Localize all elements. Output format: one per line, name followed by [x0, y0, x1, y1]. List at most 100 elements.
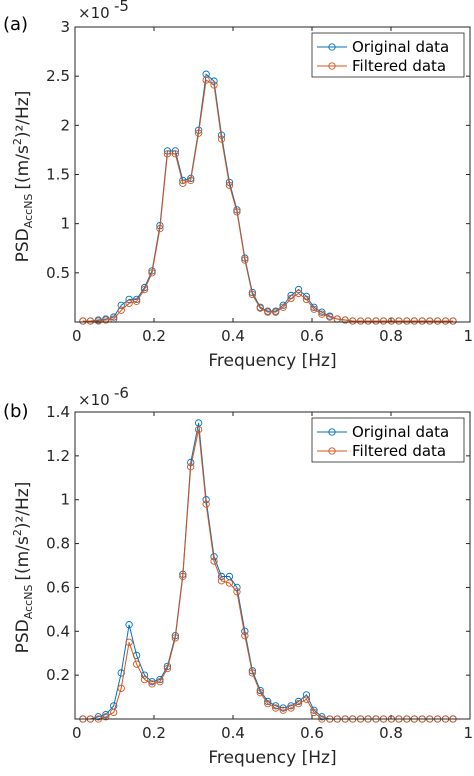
- data-point: [248, 290, 257, 299]
- data-point: [187, 463, 195, 471]
- data-point: [426, 317, 434, 325]
- data-point: [125, 621, 133, 629]
- data-point: [279, 301, 287, 309]
- data-point: [326, 313, 334, 321]
- data-point: [117, 684, 125, 692]
- y-tick-label: 1.5: [46, 166, 70, 184]
- chart-panel-a: 0 0.2 0.4 0.6 0.8 1 0.5 1 1.5 2 2.5 3 ×10 -5 (a) Freque…: [3, 0, 473, 371]
- data-point: [318, 310, 326, 318]
- data-point: [94, 317, 102, 325]
- y-exponent-power: -5: [114, 0, 129, 15]
- data-point: [272, 704, 280, 712]
- x-axis-label: Frequency [Hz]: [208, 748, 336, 768]
- data-point: [356, 317, 365, 325]
- data-point: [225, 579, 234, 587]
- legend-swatch-marker: [328, 43, 336, 51]
- chart-panel-b: 0 0.2 0.4 0.6 0.8 1 0.2 0.4 0.6 0.8 1 1.2 1.4 ×10 -6 (b…: [3, 384, 473, 768]
- data-point: [125, 638, 133, 646]
- x-tick-label: 0.8: [379, 327, 403, 345]
- data-point: [294, 289, 303, 298]
- panel-label: (a): [3, 14, 28, 35]
- y-label-unit: [(m/s: [13, 145, 33, 190]
- data-point: [241, 256, 249, 264]
- x-tick-label: 0.8: [379, 724, 403, 742]
- data-point: [125, 295, 133, 304]
- data-point: [264, 308, 272, 316]
- y-tick-label: 0.6: [46, 578, 70, 596]
- data-point: [79, 317, 87, 325]
- data-point: [233, 208, 241, 216]
- data-point: [187, 176, 195, 185]
- data-point: [163, 150, 172, 158]
- data-point: [395, 317, 403, 325]
- x-tick-label: 0.6: [300, 724, 324, 742]
- data-point: [140, 675, 149, 684]
- data-point: [148, 267, 156, 275]
- panel-label: (b): [3, 401, 28, 422]
- data-point: [403, 317, 411, 325]
- data-point: [287, 704, 295, 712]
- x-tick-label: 0.2: [142, 724, 166, 742]
- data-point: [210, 77, 218, 85]
- data-point: [310, 708, 318, 717]
- data-point: [102, 316, 110, 324]
- y-tick-label: 1.2: [46, 447, 70, 465]
- data-point: [117, 301, 125, 309]
- data-point: [294, 700, 303, 708]
- data-point: [202, 500, 210, 508]
- data-point: [132, 297, 141, 305]
- data-point: [94, 713, 102, 721]
- x-axis-label: Frequency [Hz]: [208, 351, 336, 371]
- data-point: [279, 706, 287, 714]
- data-point: [364, 317, 372, 325]
- data-point: [256, 689, 264, 697]
- data-point: [225, 181, 234, 189]
- data-point: [372, 317, 380, 325]
- data-point: [163, 662, 172, 671]
- y-label-main: PSD: [13, 228, 33, 262]
- data-point: [233, 588, 241, 596]
- data-point: [156, 675, 164, 684]
- y-label-unit-end: )²/Hz]: [13, 482, 33, 530]
- y-tick-label: 1: [60, 215, 70, 233]
- y-tick-label: 1.4: [46, 403, 70, 421]
- data-point: [264, 700, 272, 708]
- data-point: [140, 285, 149, 294]
- y-label-main: PSD: [13, 619, 33, 653]
- data-point: [272, 308, 280, 316]
- y-label-unit-end: )²/Hz]: [13, 91, 33, 139]
- data-point: [202, 76, 210, 84]
- x-tick-label: 1: [463, 327, 473, 345]
- data-point: [179, 572, 187, 581]
- y-tick-label: 2: [60, 116, 70, 134]
- data-point: [202, 70, 210, 78]
- data-point: [302, 695, 311, 703]
- y-label-superscript: 2: [11, 529, 24, 536]
- data-point: [163, 664, 172, 673]
- data-point: [217, 135, 226, 143]
- y-label-subscript: AccNS: [22, 585, 35, 620]
- data-point: [132, 295, 141, 304]
- y-label-subscript: AccNS: [22, 194, 35, 229]
- legend-swatch-marker: [328, 447, 336, 455]
- y-tick-label: 1: [60, 491, 70, 509]
- legend-label: Filtered data: [352, 57, 446, 75]
- data-point: [441, 317, 450, 325]
- data-point: [279, 303, 287, 311]
- data-point: [156, 224, 164, 233]
- data-point: [302, 691, 311, 699]
- y-label-unit: [(m/s: [13, 536, 33, 581]
- data-point: [241, 632, 249, 640]
- data-point: [140, 671, 149, 679]
- y-tick-label: 0.4: [46, 622, 70, 640]
- y-exponent-label: ×10: [78, 391, 110, 409]
- data-point: [194, 425, 203, 434]
- data-point: [279, 704, 287, 712]
- x-tick-label: 0.4: [221, 327, 245, 345]
- x-tick-label: 0: [72, 327, 82, 345]
- data-point: [210, 557, 218, 565]
- data-point: [117, 306, 125, 314]
- y-tick-label: 0.2: [46, 666, 70, 684]
